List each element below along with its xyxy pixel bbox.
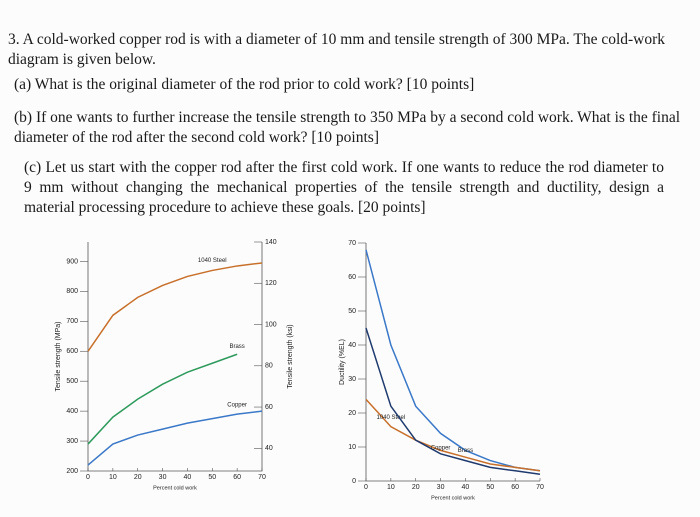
problem-part: (b) If one wants to further increase the… bbox=[14, 109, 681, 146]
y-tick-label: 70 bbox=[348, 240, 356, 247]
x-tick-label: 40 bbox=[462, 484, 470, 491]
y2-tick-label: 100 bbox=[265, 321, 277, 328]
x-tick-label: 0 bbox=[86, 474, 90, 481]
series-label: Copper bbox=[431, 445, 451, 451]
y2-tick-label: 60 bbox=[265, 404, 273, 411]
series-line bbox=[87, 410, 263, 466]
y-tick-label: 900 bbox=[66, 258, 78, 265]
series-label: Brass bbox=[458, 448, 473, 454]
axis bbox=[365, 243, 540, 482]
y2-tick-label: 80 bbox=[265, 363, 273, 370]
axis bbox=[87, 242, 263, 472]
problem-intro: 3. A cold-worked copper rod is with a di… bbox=[8, 31, 666, 68]
y-tick-label: 600 bbox=[66, 348, 78, 355]
y-tick-label: 500 bbox=[66, 378, 78, 385]
x-tick-label: 30 bbox=[159, 474, 167, 481]
series-line bbox=[365, 398, 541, 472]
y-tick-label: 200 bbox=[66, 468, 78, 475]
series-label: 1040 Steel bbox=[198, 258, 227, 264]
y2-tick-label: 140 bbox=[265, 239, 277, 246]
y-tick-label: 10 bbox=[348, 444, 356, 451]
x-tick-label: 70 bbox=[258, 474, 266, 481]
x-tick-label: 30 bbox=[437, 484, 445, 491]
x-axis-label: Percent cold work bbox=[153, 485, 197, 491]
x-tick-label: 60 bbox=[233, 474, 241, 481]
y-tick-label: 60 bbox=[348, 274, 356, 281]
series-line bbox=[365, 249, 541, 472]
series-label: Copper bbox=[227, 403, 247, 409]
y-tick-label: 400 bbox=[66, 408, 78, 415]
series-line bbox=[87, 353, 238, 445]
x-axis-label: Percent cold work bbox=[431, 495, 475, 501]
charts: 0 10 20 30 40 50 60 702003004005006007008009004… bbox=[55, 239, 544, 502]
y-tick-label: 300 bbox=[66, 438, 78, 445]
y-tick-label: 20 bbox=[348, 410, 356, 417]
x-tick-label: 60 bbox=[511, 484, 519, 491]
x-tick-label: 10 bbox=[109, 474, 117, 481]
x-tick-label: 70 bbox=[536, 484, 544, 491]
y-tick-label: 800 bbox=[66, 288, 78, 295]
series-line bbox=[87, 262, 263, 352]
x-tick-label: 20 bbox=[134, 474, 142, 481]
x-tick-label: 50 bbox=[208, 474, 216, 481]
x-tick-label: 0 bbox=[364, 484, 368, 491]
y2-axis-label: Tensile strength (ksi) bbox=[287, 324, 294, 388]
y-tick-label: 40 bbox=[348, 342, 356, 349]
x-tick-label: 50 bbox=[486, 484, 494, 491]
y2-tick-label: 40 bbox=[265, 445, 273, 452]
series-label: Brass bbox=[229, 344, 244, 350]
y-tick-label: 30 bbox=[348, 376, 356, 383]
series-line bbox=[365, 327, 541, 475]
y2-tick-label: 120 bbox=[265, 280, 277, 287]
series-label: 1040 Steel bbox=[377, 415, 406, 421]
x-tick-label: 10 bbox=[387, 484, 395, 491]
problem-part: (c) Let us start with the copper rod aft… bbox=[24, 159, 664, 216]
y-axis-label: Tensile strength (MPa) bbox=[55, 321, 62, 391]
y-tick-label: 50 bbox=[348, 308, 356, 315]
x-tick-label: 40 bbox=[184, 474, 192, 481]
y-tick-label: 0 bbox=[352, 478, 356, 485]
x-tick-label: 20 bbox=[412, 484, 420, 491]
y-axis-label: Ductility (%EL) bbox=[339, 339, 346, 385]
y-tick-label: 700 bbox=[66, 318, 78, 325]
problem-part: (a) What is the original diameter of the… bbox=[14, 76, 475, 93]
